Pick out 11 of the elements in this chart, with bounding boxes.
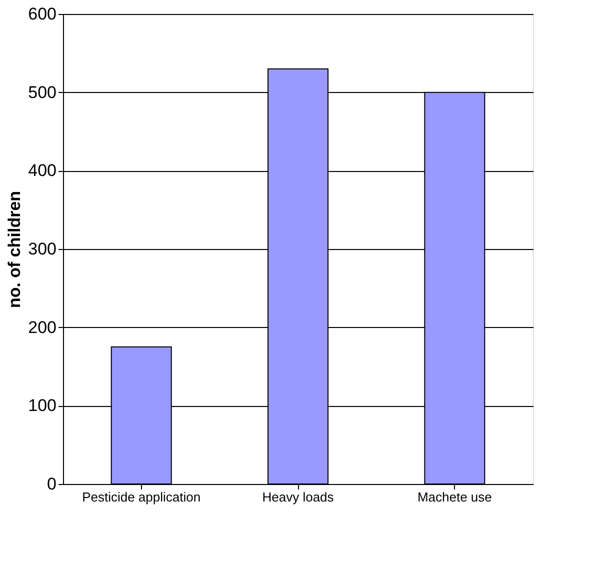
y-tick-label: 200: [28, 318, 56, 337]
x-tick-label: Pesticide application: [82, 490, 201, 504]
y-tick-label: 400: [28, 161, 56, 180]
y-tick-label: 100: [28, 396, 56, 416]
y-tick-label: 600: [28, 4, 56, 24]
y-axis-title: no. of children: [5, 190, 24, 308]
y-tick-label: 300: [28, 240, 56, 258]
y-tick-label: 500: [28, 82, 56, 102]
x-tick-label: Heavy loads: [262, 490, 334, 504]
y-tick-label: 0: [47, 474, 56, 494]
x-tick-label: Machete use: [417, 490, 492, 504]
